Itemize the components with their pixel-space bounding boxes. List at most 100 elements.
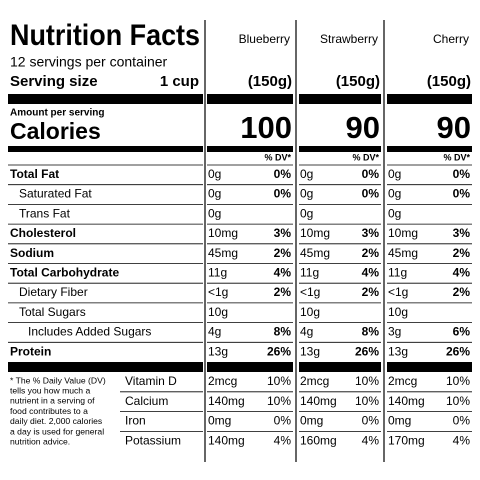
calories: 100	[240, 110, 292, 145]
daily-value: 2%	[453, 285, 471, 299]
daily-value: 10%	[267, 374, 291, 388]
daily-value: 10%	[446, 394, 470, 408]
dv-header: % DV*	[352, 152, 379, 162]
daily-value: 10%	[267, 394, 291, 408]
amount: <1g	[300, 285, 320, 299]
amount: 0g	[300, 167, 313, 181]
daily-value: 3%	[362, 226, 380, 240]
amount: 11g	[300, 266, 319, 280]
nutrient-name: Protein	[10, 344, 51, 358]
amount: 0mg	[208, 414, 231, 428]
daily-value: 4%	[274, 266, 292, 280]
nutrient-name: Saturated Fat	[19, 187, 92, 201]
footnote: nutrition advice.	[10, 436, 70, 446]
nutrient-name: Total Fat	[10, 167, 59, 181]
divider-bar	[299, 94, 381, 104]
divider-bar	[387, 94, 472, 104]
amount: <1g	[208, 285, 228, 299]
daily-value: 4%	[362, 433, 380, 447]
servings: 12 servings per container	[10, 54, 168, 70]
amount: 0mg	[300, 414, 323, 428]
daily-value: 2%	[362, 246, 380, 260]
amount: 140mg	[208, 394, 245, 408]
footnote: food contributes to a	[10, 406, 88, 416]
footnote: nutrient in a serving of	[10, 396, 95, 406]
amount: 170mg	[388, 433, 425, 447]
amount: 140mg	[300, 394, 337, 408]
daily-value: 0%	[362, 167, 380, 181]
calories-label: Calories	[10, 118, 101, 144]
amount: 11g	[388, 266, 407, 280]
nutrient-name: Includes Added Sugars	[28, 325, 151, 339]
product-name: Blueberry	[239, 32, 290, 46]
amount: 2mcg	[300, 374, 329, 388]
amount: 10mg	[388, 226, 418, 240]
daily-value: 2%	[274, 285, 292, 299]
amount: 10mg	[300, 226, 330, 240]
amount: 13g	[208, 344, 228, 358]
daily-value: 10%	[355, 394, 379, 408]
nutrient-name: Dietary Fiber	[19, 285, 88, 299]
nutrient-name: Total Carbohydrate	[10, 266, 119, 280]
daily-value: 0%	[274, 187, 292, 201]
dv-header: % DV*	[264, 152, 291, 162]
amount: 0g	[388, 206, 401, 220]
divider-bar	[387, 146, 472, 152]
divider-bar	[207, 362, 293, 372]
amount: 0g	[208, 206, 221, 220]
amount: 4g	[208, 325, 221, 339]
daily-value: 0%	[362, 187, 380, 201]
amount: 160mg	[300, 433, 337, 447]
amount: 45mg	[208, 246, 238, 260]
daily-value: 8%	[274, 325, 292, 339]
divider-bar	[207, 146, 293, 152]
dv-header: % DV*	[443, 152, 470, 162]
daily-value: 2%	[453, 246, 471, 260]
amount: 0g	[388, 167, 401, 181]
daily-value: 3%	[274, 226, 292, 240]
daily-value: 26%	[267, 344, 291, 358]
daily-value: 8%	[362, 325, 380, 339]
nutrient-name: Total Sugars	[19, 305, 86, 319]
amount: 10g	[388, 305, 408, 319]
daily-value: 26%	[446, 344, 470, 358]
footnote: a day is used for general	[10, 426, 104, 436]
daily-value: 0%	[274, 414, 292, 428]
daily-value: 4%	[453, 266, 471, 280]
footnote: tells you how much a	[10, 385, 90, 395]
amount: 10g	[208, 305, 228, 319]
amount: 0g	[388, 187, 401, 201]
daily-value: 4%	[453, 433, 471, 447]
product-name: Cherry	[433, 32, 469, 46]
daily-value: 10%	[446, 374, 470, 388]
amount: 2mcg	[388, 374, 417, 388]
amount-per-serving: Amount per serving	[10, 108, 104, 119]
product-name: Strawberry	[320, 32, 378, 46]
serving-size-label: Serving size	[10, 73, 98, 90]
amount: 0g	[300, 187, 313, 201]
amount: 45mg	[388, 246, 418, 260]
divider-bar	[8, 362, 203, 372]
vitamin-name: Vitamin D	[125, 374, 177, 388]
amount: 140mg	[208, 433, 245, 447]
title: Nutrition Facts	[10, 19, 200, 52]
divider-bar	[299, 146, 381, 152]
amount: 10g	[300, 305, 320, 319]
amount: 13g	[388, 344, 408, 358]
amount: 0mg	[388, 414, 411, 428]
vitamin-name: Calcium	[125, 394, 168, 408]
nutrient-name: Cholesterol	[10, 226, 76, 240]
amount: 13g	[300, 344, 320, 358]
daily-value: 4%	[362, 266, 380, 280]
calories: 90	[346, 110, 380, 145]
vitamin-name: Potassium	[125, 433, 181, 447]
daily-value: 2%	[274, 246, 292, 260]
daily-value: 0%	[453, 167, 471, 181]
calories: 90	[437, 110, 471, 145]
amount: <1g	[388, 285, 408, 299]
divider-bar	[8, 146, 203, 152]
amount: 10mg	[208, 226, 238, 240]
daily-value: 26%	[355, 344, 379, 358]
